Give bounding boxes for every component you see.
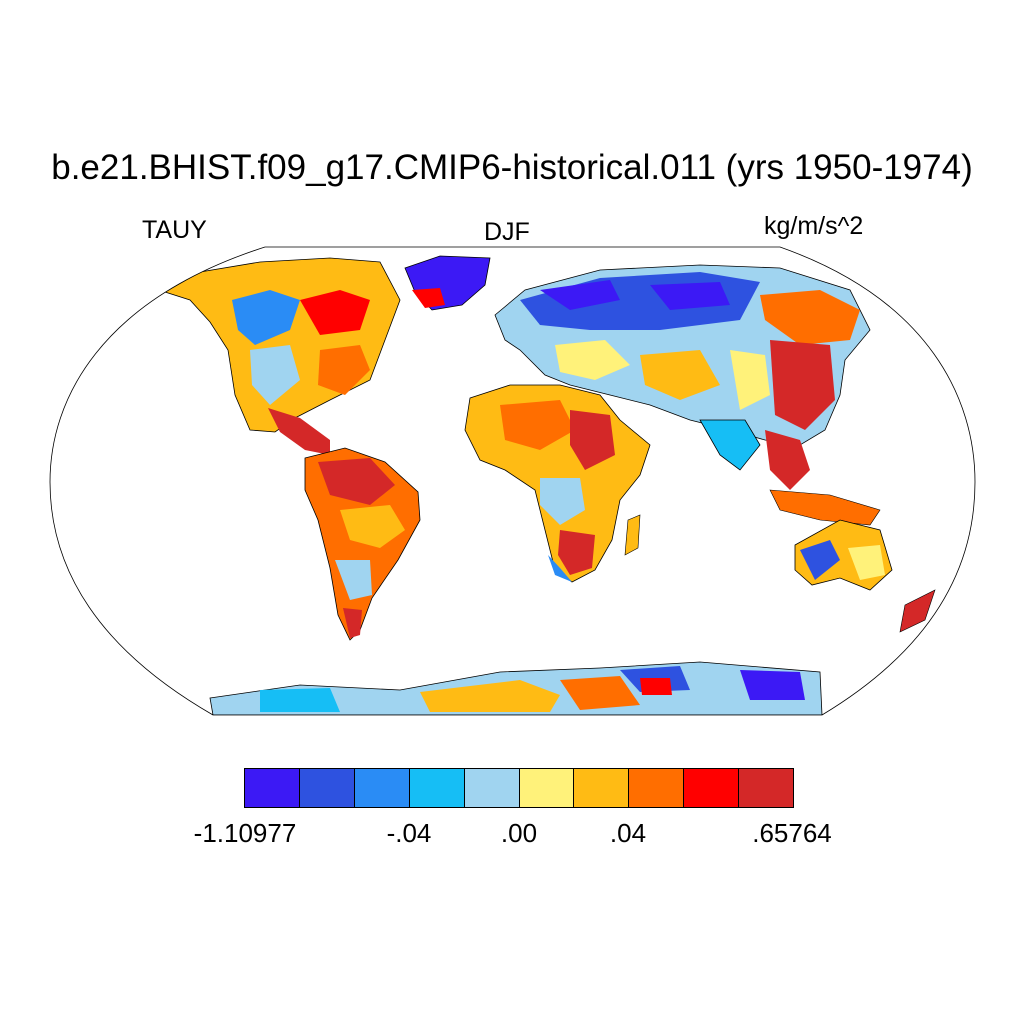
greenland — [404, 255, 491, 311]
maritime-continent — [769, 489, 881, 526]
colorbar-tick-label: .65764 — [752, 818, 832, 848]
colorbar-box-7 — [629, 769, 685, 807]
units-label: kg/m/s^2 — [764, 212, 864, 240]
colorbar-box-1 — [299, 769, 355, 807]
colorbar-tick-label: -1.10977 — [193, 818, 297, 848]
page-title: b.e21.BHIST.f09_g17.CMIP6-historical.011… — [51, 148, 973, 187]
colorbar-box-4 — [464, 769, 520, 807]
colorbar-tick-label: .04 — [609, 818, 647, 848]
colorbar-box-9 — [739, 769, 794, 807]
colorbar-box-5 — [519, 769, 575, 807]
colorbar-box-6 — [574, 769, 630, 807]
season-label: DJF — [484, 218, 530, 246]
new-zealand — [899, 589, 936, 633]
colorbar-box-2 — [354, 769, 410, 807]
colorbar — [244, 768, 794, 808]
south-asia — [699, 419, 761, 471]
globe-outline — [49, 246, 976, 716]
variable-label: TAUY — [142, 216, 207, 244]
colorbar-tick-label: .00 — [500, 818, 538, 848]
north-america — [164, 257, 401, 433]
colorbar-box-0 — [245, 769, 300, 807]
madagascar — [624, 514, 641, 556]
colorbar-box-3 — [409, 769, 465, 807]
colorbar-box-8 — [684, 769, 740, 807]
colorbar-tick-label: -.04 — [386, 818, 432, 848]
south-america — [304, 447, 421, 641]
land-field — [164, 255, 936, 715]
